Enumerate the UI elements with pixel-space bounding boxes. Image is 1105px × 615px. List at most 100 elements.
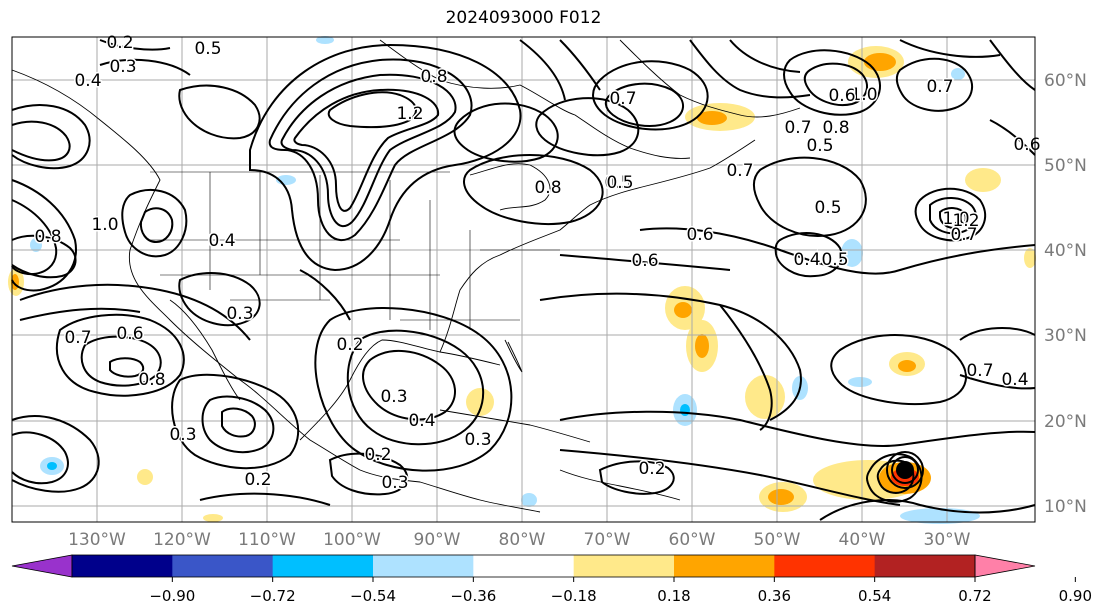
negative-patch xyxy=(680,404,690,416)
positive-patch xyxy=(695,334,709,358)
colorbar-segment xyxy=(674,555,775,577)
colorbar-segment xyxy=(373,555,474,577)
colorbar-tick-label: −0.36 xyxy=(450,587,496,605)
lon-label: 70°W xyxy=(584,530,631,550)
contour-label: 0.8 xyxy=(34,227,61,247)
contour-label: 1.0 xyxy=(91,215,118,235)
positive-patch xyxy=(203,514,223,522)
negative-patch xyxy=(848,377,872,387)
colorbar-segment xyxy=(874,555,976,577)
lat-label: 60°N xyxy=(1044,71,1087,91)
colorbar-tick-label: 0.72 xyxy=(958,587,991,605)
lon-label: 40°W xyxy=(839,530,886,550)
contour-label: 1.0 xyxy=(942,209,969,229)
contour-label: 0.6 xyxy=(116,324,143,344)
colorbar-extend-high xyxy=(974,554,1036,578)
colorbar-segment xyxy=(272,555,374,577)
negative-patch xyxy=(316,36,334,44)
contour-label: 0.5 xyxy=(194,39,221,59)
state-borders xyxy=(150,171,560,330)
lon-label: 80°W xyxy=(499,530,546,550)
positive-patch xyxy=(1024,248,1036,268)
colorbar-tick-label: 0.90 xyxy=(1059,587,1092,605)
longitude-labels: 130°W 120°W 110°W 100°W 90°W 80°W 70°W 6… xyxy=(68,530,971,550)
map-frame xyxy=(11,36,1036,523)
contour-label: 0.5 xyxy=(806,136,833,156)
lat-label: 40°N xyxy=(1044,241,1087,261)
contour-label: 0.3 xyxy=(380,387,407,407)
lon-label: 100°W xyxy=(323,530,381,550)
contour-label: 0.2 xyxy=(364,445,391,465)
contour-label: 0.8 xyxy=(420,67,447,87)
contour-label: 0.8 xyxy=(534,178,561,198)
contour-label: 0.5 xyxy=(814,198,841,218)
contour-label: 0.5 xyxy=(604,173,631,193)
contour-label: 0.2 xyxy=(244,470,271,490)
colorbar-tick-label: −0.90 xyxy=(149,587,195,605)
colorbar-segment xyxy=(774,555,876,577)
negative-patch xyxy=(951,68,965,80)
positive-patch xyxy=(466,388,494,416)
contour-label: 0.8 xyxy=(138,370,165,390)
lon-label: 90°W xyxy=(414,530,461,550)
cyclone-center xyxy=(886,451,924,489)
contour-label: 0.3 xyxy=(109,57,136,77)
positive-patch xyxy=(745,375,785,419)
colorbar-tick-labels: −0.90 −0.72 −0.54 −0.36 −0.18 0.18 0.36 0.54 0.7… xyxy=(149,577,1092,605)
contour-label: 0.4 xyxy=(208,231,235,251)
lat-label: 20°N xyxy=(1044,412,1087,432)
negative-patch xyxy=(841,239,863,267)
contour-label: 0.7 xyxy=(966,361,993,381)
contour-label: 0.6 xyxy=(686,225,713,245)
lon-label: 30°W xyxy=(924,530,971,550)
contour-label: 1.0 xyxy=(850,85,877,105)
negative-patch xyxy=(47,462,57,470)
map-area xyxy=(12,37,1035,522)
positive-patch xyxy=(768,489,794,505)
colorbar-tick-label: −0.72 xyxy=(250,587,296,605)
contour-label: 0.7 xyxy=(950,225,977,245)
contour-label: 0.6 xyxy=(828,86,855,106)
colorbar-segment xyxy=(72,555,173,577)
contour-label: 0.4 xyxy=(74,71,101,91)
contour-label: 0.4 xyxy=(1001,370,1028,390)
colorbar-tick-label: 0.54 xyxy=(858,587,891,605)
lat-label: 30°N xyxy=(1044,326,1087,346)
colorbar-segment xyxy=(473,555,575,577)
contours xyxy=(11,39,1036,521)
colorbar xyxy=(11,554,1036,578)
lon-label: 110°W xyxy=(238,530,296,550)
lon-label: 60°W xyxy=(669,530,716,550)
contour-label: 0.2 xyxy=(106,33,133,53)
colorbar-segment xyxy=(172,555,274,577)
contour-label: 0.8 xyxy=(822,118,849,138)
colorbar-segment xyxy=(573,555,675,577)
colorbar-extend-low xyxy=(11,554,73,578)
positive-patch xyxy=(898,360,916,372)
positive-patch xyxy=(965,168,1001,192)
lon-label: 120°W xyxy=(153,530,211,550)
colorbar-tick-label: 0.36 xyxy=(758,587,791,605)
map-title: 2024093000 F012 xyxy=(445,8,602,28)
contour-label: 0.2 xyxy=(336,335,363,355)
colorbar-outline xyxy=(71,554,976,578)
lon-label: 50°W xyxy=(754,530,801,550)
contour-label: 0.3 xyxy=(169,425,196,445)
contour-label: 0.6 xyxy=(631,251,658,271)
negative-patch xyxy=(521,493,537,507)
contour-label: 0.4 xyxy=(408,411,435,431)
coastlines xyxy=(11,39,801,513)
contour-label: 0.6 xyxy=(1013,135,1040,155)
positive-patch xyxy=(864,53,896,71)
shaded-anomalies xyxy=(8,36,1036,524)
contour-label: 1.2 xyxy=(396,104,423,124)
contour-label: 0.7 xyxy=(609,89,636,109)
contour-label: 0.4 xyxy=(793,250,820,270)
colorbar-tick-label: −0.54 xyxy=(350,587,396,605)
contour-label: 1.2 xyxy=(952,211,979,231)
latitude-labels: 60°N 50°N 40°N 30°N 20°N 10°N xyxy=(1044,71,1087,517)
contour-label: 0.3 xyxy=(381,473,408,493)
contour-label: 0.5 xyxy=(821,250,848,270)
contour-labels: 0.2 0.50.30.41.20.81.00.60.70.50.70.8 0.50… xyxy=(33,32,1042,495)
positive-patch xyxy=(674,302,692,318)
